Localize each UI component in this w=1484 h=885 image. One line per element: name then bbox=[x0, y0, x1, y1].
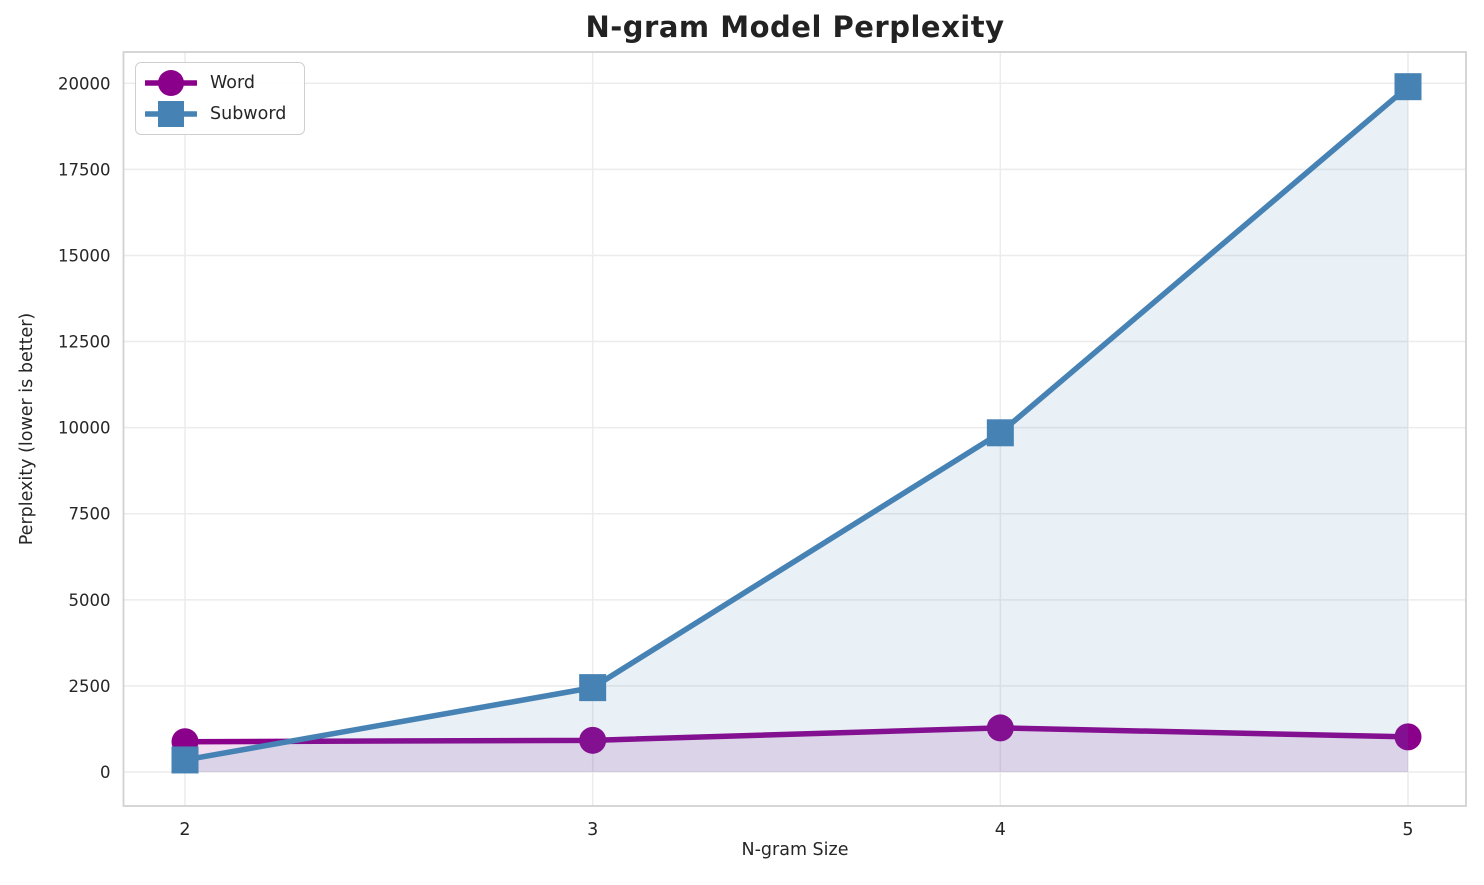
data-point-word-5 bbox=[1394, 723, 1422, 751]
y-tick-label: 7500 bbox=[69, 505, 111, 524]
legend: Word Subword bbox=[135, 62, 306, 135]
x-axis-label: N-gram Size bbox=[741, 840, 849, 860]
x-tick-label: 4 bbox=[995, 820, 1006, 840]
x-tick-labels: 2 3 4 5 bbox=[179, 820, 1413, 840]
y-tick-labels: 0 2500 5000 7500 10000 12500 15000 17500 20000 bbox=[58, 74, 111, 782]
markers-subword bbox=[171, 73, 1422, 774]
x-tick-label: 3 bbox=[587, 820, 598, 840]
line-subword bbox=[182, 83, 1411, 763]
data-point-word-4 bbox=[986, 714, 1014, 742]
plot-border bbox=[122, 51, 1467, 807]
line-word bbox=[182, 725, 1411, 745]
data-point-subword-5 bbox=[1394, 73, 1422, 101]
y-axis-label: Perplexity (lower is better) bbox=[17, 312, 37, 546]
legend-item-subword: Subword bbox=[145, 99, 286, 129]
y-tick-label: 15000 bbox=[58, 246, 111, 265]
y-tick-label: 10000 bbox=[58, 419, 111, 438]
word-legend-glyph bbox=[145, 70, 197, 96]
area-word bbox=[185, 727, 1408, 772]
area-subword bbox=[185, 86, 1408, 773]
data-point-subword-2 bbox=[171, 746, 199, 774]
subword-square-marker-icon bbox=[145, 99, 197, 129]
x-tick-label: 5 bbox=[1402, 820, 1413, 840]
legend-item-word: Word bbox=[145, 68, 286, 98]
x-tick-label: 2 bbox=[179, 820, 190, 840]
y-tick-label: 12500 bbox=[58, 333, 111, 352]
subword-legend-glyph bbox=[145, 101, 197, 127]
data-point-subword-3 bbox=[579, 674, 607, 702]
y-tick-label: 2500 bbox=[69, 677, 111, 696]
legend-label-subword: Subword bbox=[210, 104, 287, 124]
chart-title: N-gram Model Perplexity bbox=[585, 10, 1005, 44]
gridlines bbox=[123, 52, 1466, 806]
y-tick-label: 5000 bbox=[69, 591, 111, 610]
y-tick-label: 17500 bbox=[58, 160, 111, 179]
data-point-subword-4 bbox=[986, 419, 1014, 447]
y-tick-label: 0 bbox=[100, 763, 111, 782]
legend-label-word: Word bbox=[210, 73, 255, 93]
word-circle-marker-icon bbox=[145, 68, 197, 98]
y-tick-label: 20000 bbox=[58, 74, 111, 93]
data-point-word-3 bbox=[579, 726, 607, 754]
